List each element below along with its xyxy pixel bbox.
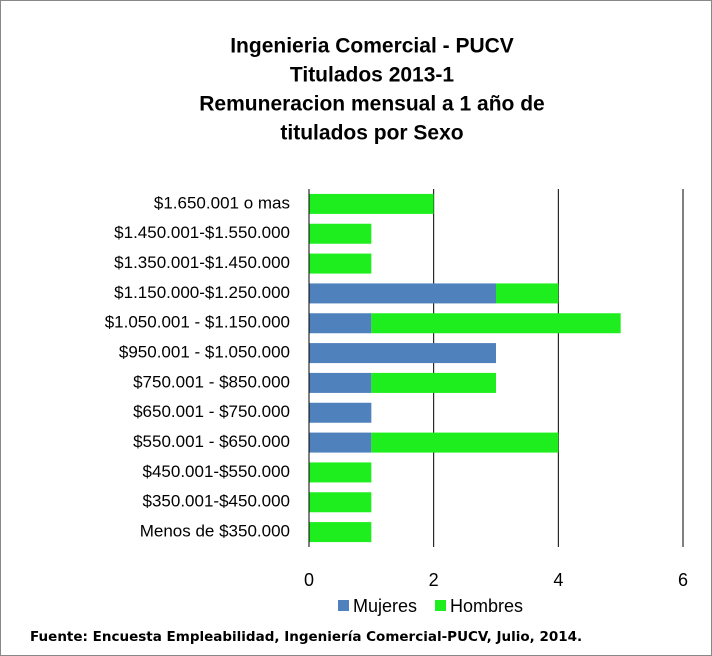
y-tick-label: $950.001 - $1.050.000 [119,343,290,362]
bar-segment [371,432,559,453]
bar-segment [309,343,496,364]
bar-segment [309,283,496,304]
chart-title: Titulados 2013-1 [290,64,454,87]
x-tick-label: 6 [678,570,688,590]
x-tick-label: 0 [304,570,314,590]
bar-segment [309,253,372,274]
bar-segment [309,193,434,214]
bar-segment [309,462,372,483]
y-tick-label: $750.001 - $850.000 [133,372,290,391]
y-tick-label: $1.650.001 o mas [154,193,290,212]
chart-title: Remuneracion mensual a 1 año de [199,93,544,116]
y-tick-label: $1.450.001-$1.550.000 [114,223,290,242]
bar-segment [309,492,372,513]
bar-segment [309,402,372,423]
bar-segment [371,372,496,393]
bar-segment [309,313,372,334]
y-tick-label: $450.001-$550.000 [143,462,290,481]
bar-segment [371,313,621,334]
y-tick-label: $1.150.000-$1.250.000 [114,283,290,302]
bar-segment [496,283,559,304]
legend-label: Hombres [450,596,523,616]
chart-title: titulados por Sexo [280,122,463,145]
chart-title: Ingenieria Comercial - PUCV [230,35,514,58]
bar-segment [309,223,372,244]
bar-segment [309,432,372,453]
x-tick-label: 4 [553,570,563,590]
bar-segment [309,372,372,393]
legend-swatch [435,600,447,611]
y-tick-label: $1.350.001-$1.450.000 [114,253,290,272]
y-tick-label: $650.001 - $750.000 [133,402,290,421]
x-tick-label: 2 [429,570,439,590]
legend-swatch [338,600,349,611]
bar-segment [309,522,372,543]
legend-label: Mujeres [353,596,417,616]
y-tick-label: $350.001-$450.000 [143,492,290,511]
y-tick-label: Menos de $350.000 [140,522,290,541]
y-tick-label: $550.001 - $650.000 [133,432,290,451]
y-tick-label: $1.050.001 - $1.150.000 [105,313,290,332]
source-note: Fuente: Encuesta Empleabilidad, Ingenier… [30,629,582,645]
